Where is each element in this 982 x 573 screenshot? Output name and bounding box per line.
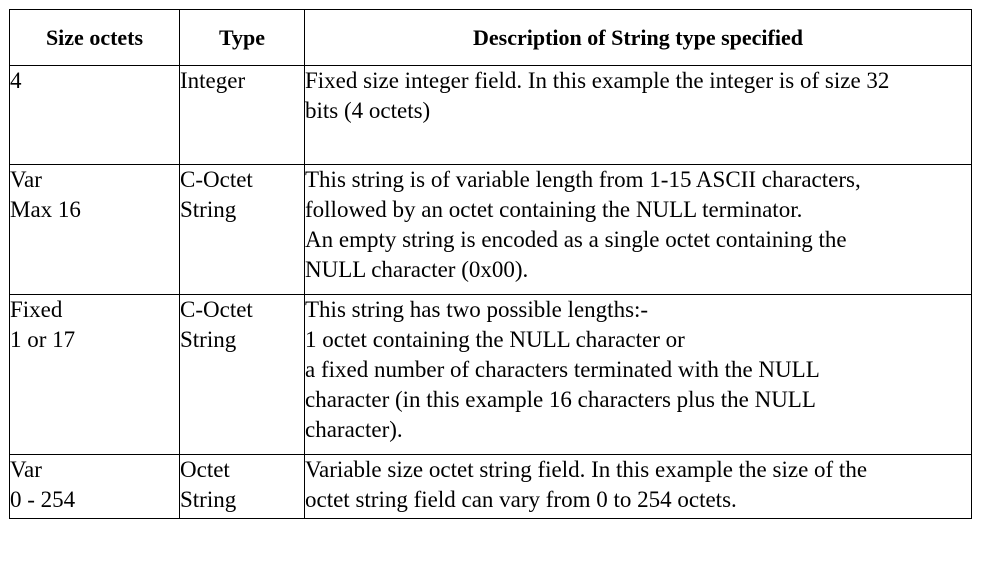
description-text: This string is of variable length from 1… xyxy=(305,167,861,192)
size-text: Max 16 xyxy=(10,197,81,222)
description-text: followed by an octet containing the NULL… xyxy=(305,197,803,222)
type-text: C-Octet xyxy=(180,167,253,192)
header-row: Size octets Type Description of String t… xyxy=(9,9,972,66)
header-description: Description of String type specified xyxy=(304,9,972,66)
description-text: bits (4 octets) xyxy=(305,98,431,123)
type-cell: C-Octet String xyxy=(179,294,305,455)
description-text: An empty string is encoded as a single o… xyxy=(305,227,847,252)
description-text: Fixed size integer field. In this exampl… xyxy=(305,68,890,93)
table-header: Size octets Type Description of String t… xyxy=(9,9,972,66)
description-text: This string has two possible lengths:- xyxy=(305,297,649,322)
table-row: Var 0 - 254 Octet String Variable size o… xyxy=(9,454,972,519)
type-text: Octet xyxy=(180,457,230,482)
table-row: 4 Integer Fixed size integer field. In t… xyxy=(9,65,972,165)
description-text: 1 octet containing the NULL character or xyxy=(305,327,685,352)
string-type-table: Size octets Type Description of String t… xyxy=(9,9,972,519)
table-body: 4 Integer Fixed size integer field. In t… xyxy=(9,65,972,519)
size-text: 1 or 17 xyxy=(10,327,76,352)
type-cell: C-Octet String xyxy=(179,164,305,295)
description-text: NULL character (0x00). xyxy=(305,257,529,282)
description-cell: This string is of variable length from 1… xyxy=(304,164,972,295)
table-row: Var Max 16 C-Octet String This string is… xyxy=(9,164,972,295)
description-cell: This string has two possible lengths:- 1… xyxy=(304,294,972,455)
description-text: octet string field can vary from 0 to 25… xyxy=(305,487,737,512)
header-size-octets: Size octets xyxy=(9,9,180,66)
type-text: C-Octet xyxy=(180,297,253,322)
type-cell: Integer xyxy=(179,65,305,165)
size-cell: 4 xyxy=(9,65,180,165)
type-text: String xyxy=(180,487,237,512)
description-text: character (in this example 16 characters… xyxy=(305,387,816,412)
size-cell: Var 0 - 254 xyxy=(9,454,180,519)
description-text: Variable size octet string field. In thi… xyxy=(305,457,868,482)
size-text: 4 xyxy=(10,68,22,93)
size-text: Var xyxy=(10,457,42,482)
size-cell: Var Max 16 xyxy=(9,164,180,295)
description-cell: Variable size octet string field. In thi… xyxy=(304,454,972,519)
type-text: Integer xyxy=(180,68,246,93)
header-type: Type xyxy=(179,9,305,66)
table-row: Fixed 1 or 17 C-Octet String This string… xyxy=(9,294,972,455)
type-text: String xyxy=(180,327,237,352)
type-text: String xyxy=(180,197,237,222)
description-text: a fixed number of characters terminated … xyxy=(305,357,820,382)
size-text: Var xyxy=(10,167,42,192)
description-text: character). xyxy=(305,417,403,442)
description-cell: Fixed size integer field. In this exampl… xyxy=(304,65,972,165)
size-text: 0 - 254 xyxy=(10,487,76,512)
size-text: Fixed xyxy=(10,297,63,322)
size-cell: Fixed 1 or 17 xyxy=(9,294,180,455)
type-cell: Octet String xyxy=(179,454,305,519)
